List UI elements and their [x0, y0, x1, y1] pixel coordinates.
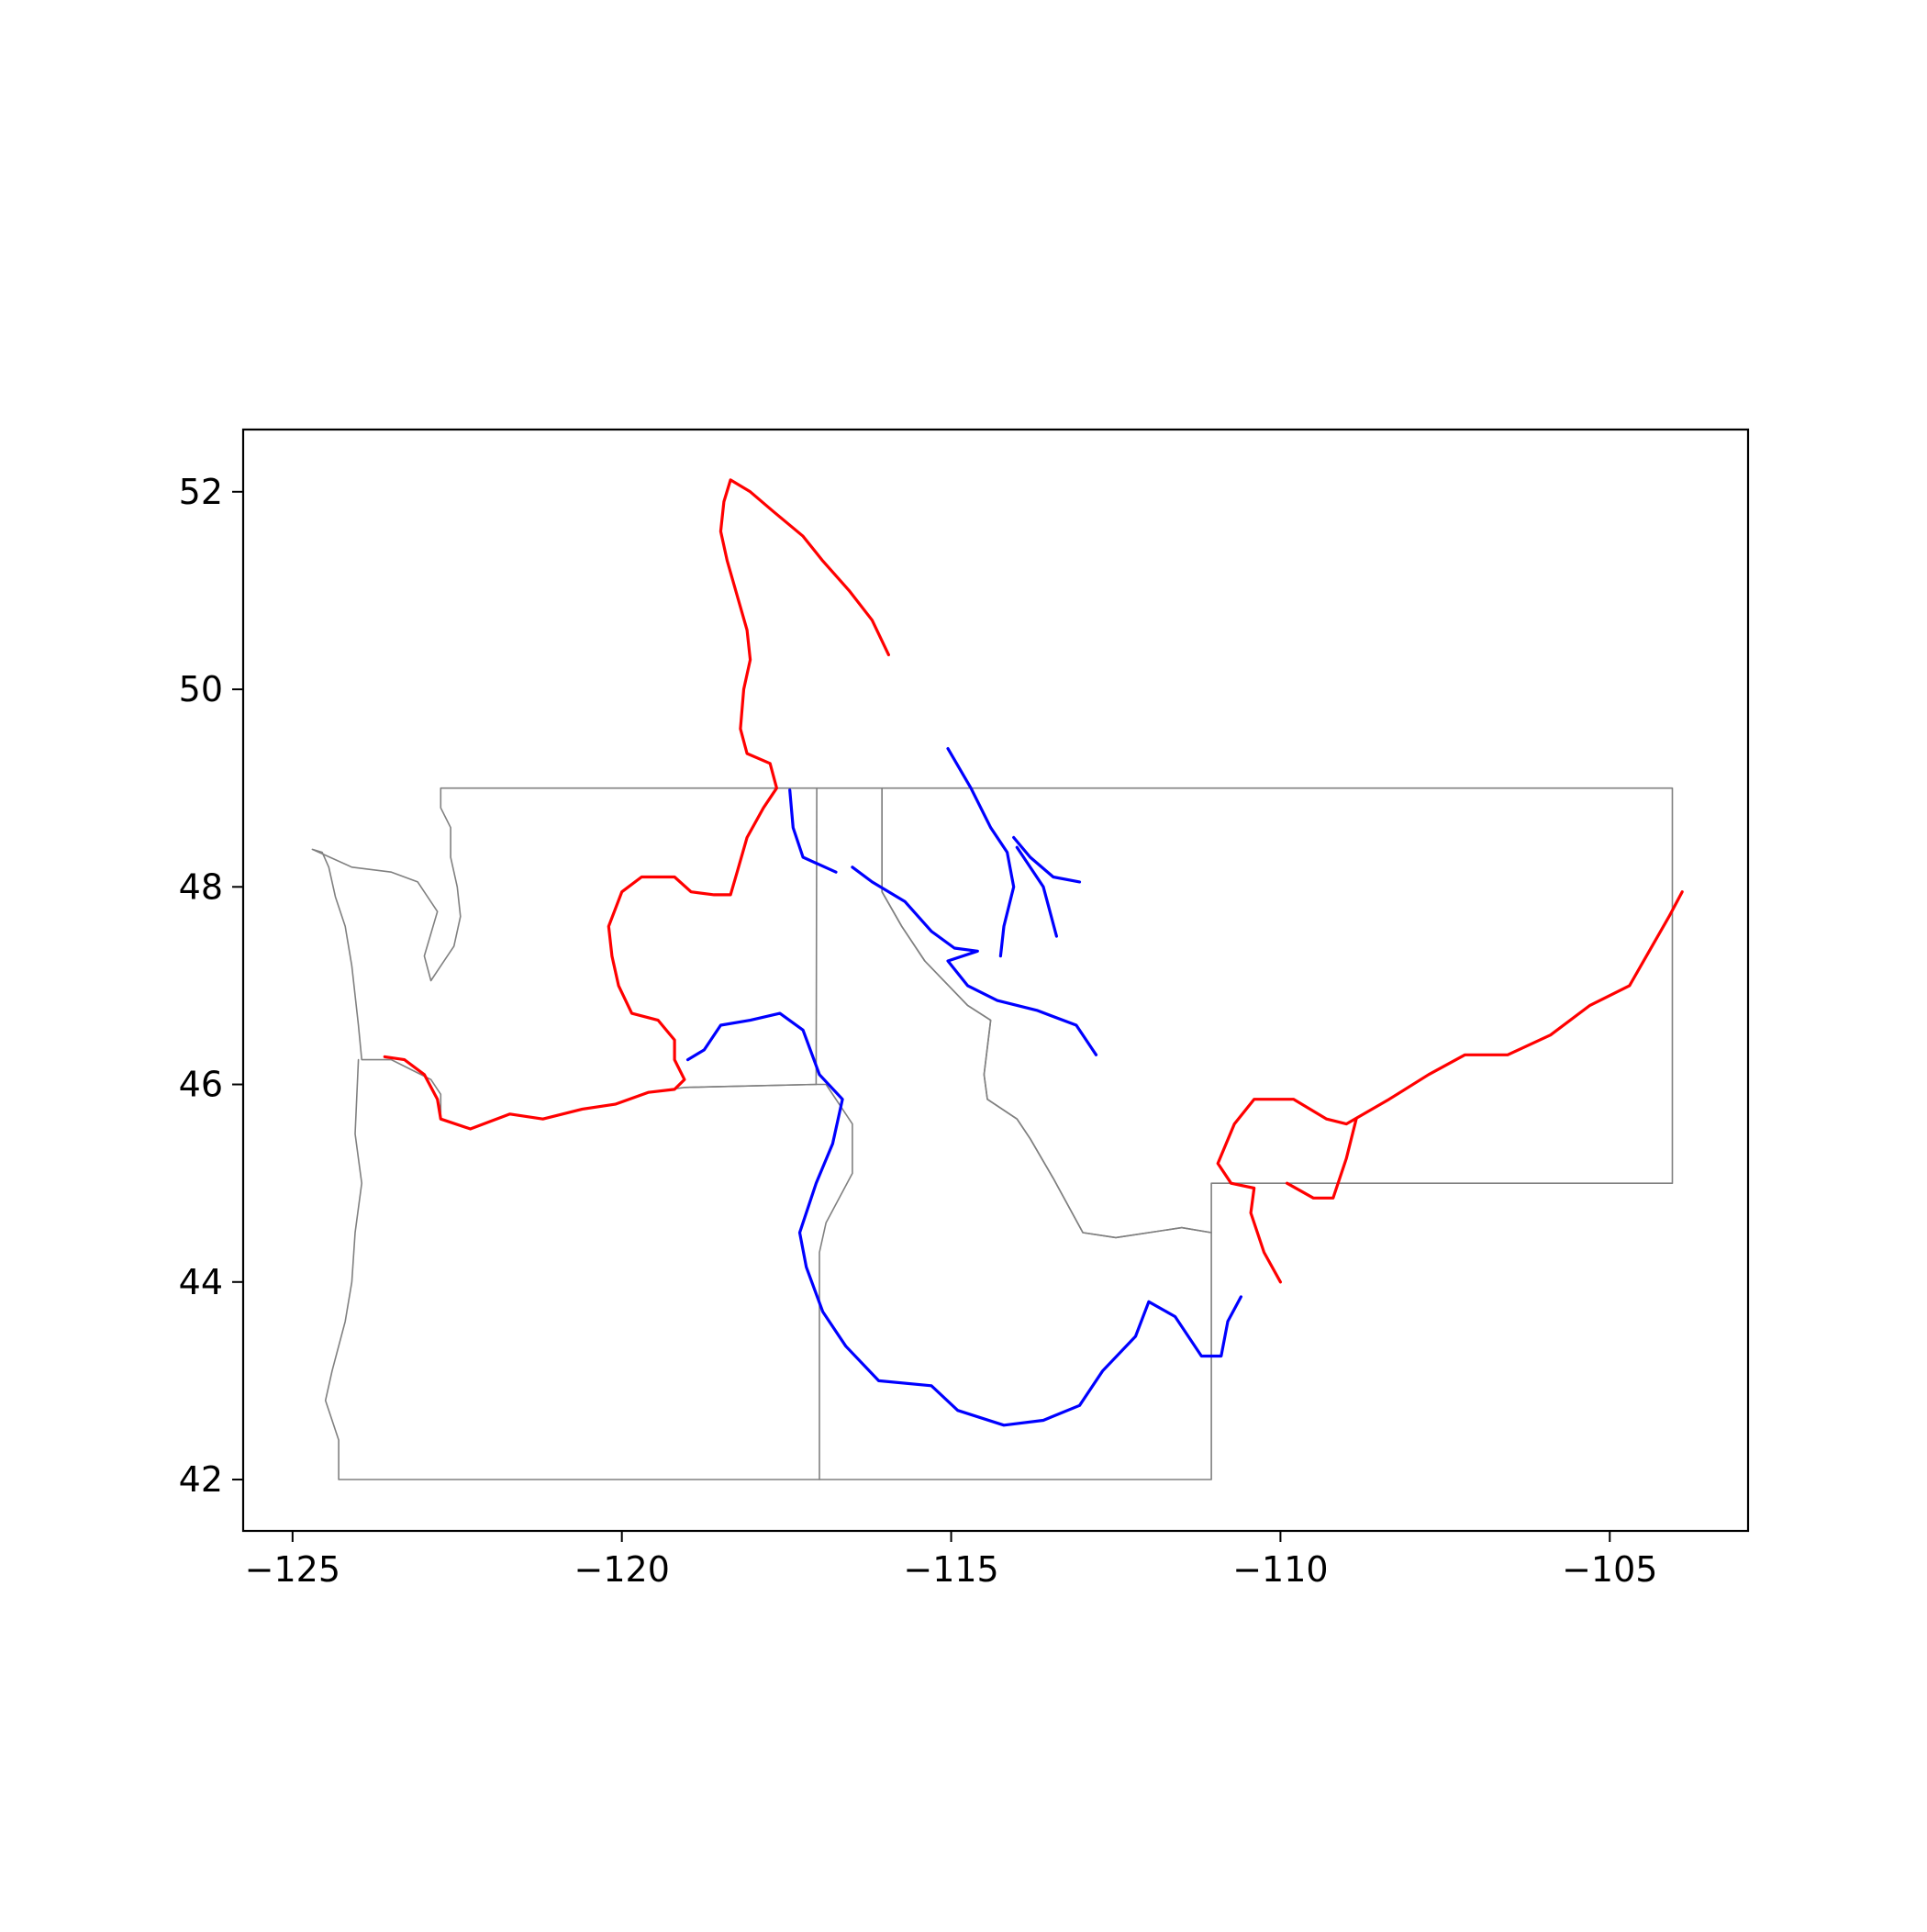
boundary-washington-oregon-border: [684, 1083, 818, 1089]
river-line-2: [1285, 1117, 1358, 1200]
y-tick-label: 42: [179, 1459, 223, 1500]
boundary-montana: [881, 787, 1674, 1239]
axes-frame: [241, 428, 1750, 1533]
river-line-4: [788, 788, 838, 874]
river-line-5: [851, 865, 1098, 1056]
y-tick-label: 48: [179, 866, 223, 907]
x-axis-ticks: −125 −120 −115 −110 −105: [245, 1531, 1657, 1590]
river-line-7: [1012, 835, 1082, 884]
river-line-6: [946, 746, 1016, 958]
river-line-3: [685, 1011, 1243, 1427]
x-tick-label: −110: [1232, 1549, 1328, 1590]
y-axis-ticks: 42 44 46 48 50 52: [179, 472, 243, 1500]
river-line-0: [383, 478, 891, 1131]
x-tick-label: −105: [1562, 1549, 1657, 1590]
x-tick-label: −125: [245, 1549, 340, 1590]
y-tick-label: 52: [179, 472, 223, 512]
y-tick-label: 50: [179, 669, 223, 709]
x-tick-label: −120: [574, 1549, 670, 1590]
boundary-oregon: [324, 1058, 853, 1480]
y-tick-label: 46: [179, 1065, 223, 1105]
x-tick-label: −115: [903, 1549, 998, 1590]
y-tick-label: 44: [179, 1262, 223, 1302]
river-line-1: [1216, 890, 1684, 1284]
river-line-8: [1015, 845, 1059, 938]
river-lines: [383, 478, 1684, 1427]
